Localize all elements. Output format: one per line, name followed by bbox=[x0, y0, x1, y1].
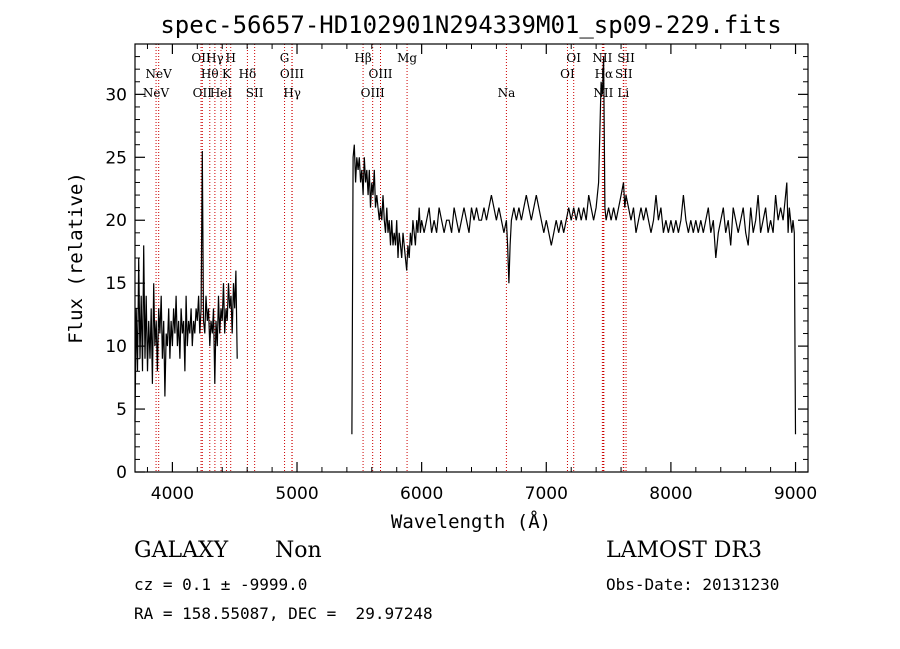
x-tick-label: 9000 bbox=[774, 484, 817, 504]
coordinates-text: RA = 158.55087, DEC = 29.97248 bbox=[134, 604, 433, 623]
y-tick-label: 10 bbox=[105, 337, 127, 357]
x-axis-label: Wavelength (Å) bbox=[391, 510, 551, 533]
line-label: Hθ bbox=[201, 67, 219, 81]
y-tick-label: 0 bbox=[116, 463, 127, 483]
redshift-text: cz = 0.1 ± -9999.0 bbox=[134, 575, 308, 594]
chart-title: spec-56657-HD102901N294339M01_sp09-229.f… bbox=[160, 11, 781, 39]
line-label: OII bbox=[191, 51, 211, 65]
plot-frame bbox=[134, 43, 809, 473]
line-label: Hγ bbox=[206, 51, 224, 65]
obs-date-text: Obs-Date: 20131230 bbox=[606, 575, 780, 594]
x-tick-label: 4000 bbox=[151, 484, 194, 504]
x-tick-label: 8000 bbox=[649, 484, 692, 504]
line-label: HeI bbox=[210, 86, 233, 100]
line-label: Hβ bbox=[354, 51, 371, 65]
line-label: Na bbox=[498, 86, 516, 100]
spectrum-line bbox=[351, 56, 797, 435]
line-label: SII bbox=[246, 86, 264, 100]
y-tick-label: 15 bbox=[105, 274, 127, 294]
line-label: OI bbox=[566, 51, 581, 65]
line-label: SII bbox=[615, 67, 633, 81]
line-label: NeV bbox=[146, 67, 173, 81]
y-tick-label: 20 bbox=[105, 211, 127, 231]
line-label: NeV bbox=[143, 86, 170, 100]
line-label: SII bbox=[617, 51, 635, 65]
line-label: G bbox=[280, 51, 290, 65]
line-label: H bbox=[225, 51, 235, 65]
class-label: GALAXY bbox=[134, 538, 229, 563]
line-label: OIII bbox=[368, 67, 392, 81]
line-label: Li bbox=[617, 86, 629, 100]
line-label: Hγ bbox=[283, 86, 301, 100]
x-tick-label: 6000 bbox=[400, 484, 443, 504]
line-marker-layer bbox=[155, 44, 627, 472]
line-label: OI bbox=[560, 67, 575, 81]
line-label: OIII bbox=[280, 67, 304, 81]
axis-frame: 4000 5000 6000 7000 8000 9000 0 5 10 15 20 25 30 bbox=[105, 43, 817, 504]
y-axis-label: Flux (relative) bbox=[65, 172, 87, 344]
line-label: OIII bbox=[361, 86, 385, 100]
line-label: NII bbox=[592, 51, 612, 65]
line-label: K bbox=[222, 67, 232, 81]
line-label: Mg bbox=[397, 51, 417, 65]
y-tick-label: 5 bbox=[116, 400, 127, 420]
x-tick-label: 7000 bbox=[525, 484, 568, 504]
y-tick-label: 25 bbox=[105, 148, 127, 168]
spectrum-series bbox=[134, 56, 797, 435]
line-label: Hδ bbox=[239, 67, 257, 81]
survey-label: LAMOST DR3 bbox=[606, 538, 762, 563]
line-label-layer: NeVNeVOIIOIIHγHθHKHeIHδSIIGOIIIHγHβOIIIO… bbox=[143, 51, 635, 100]
y-tick-label: 30 bbox=[105, 85, 127, 105]
spectrum-line bbox=[134, 150, 238, 422]
x-tick-label: 5000 bbox=[275, 484, 318, 504]
subclass-label: Non bbox=[275, 538, 322, 563]
line-label: OII bbox=[193, 86, 213, 100]
